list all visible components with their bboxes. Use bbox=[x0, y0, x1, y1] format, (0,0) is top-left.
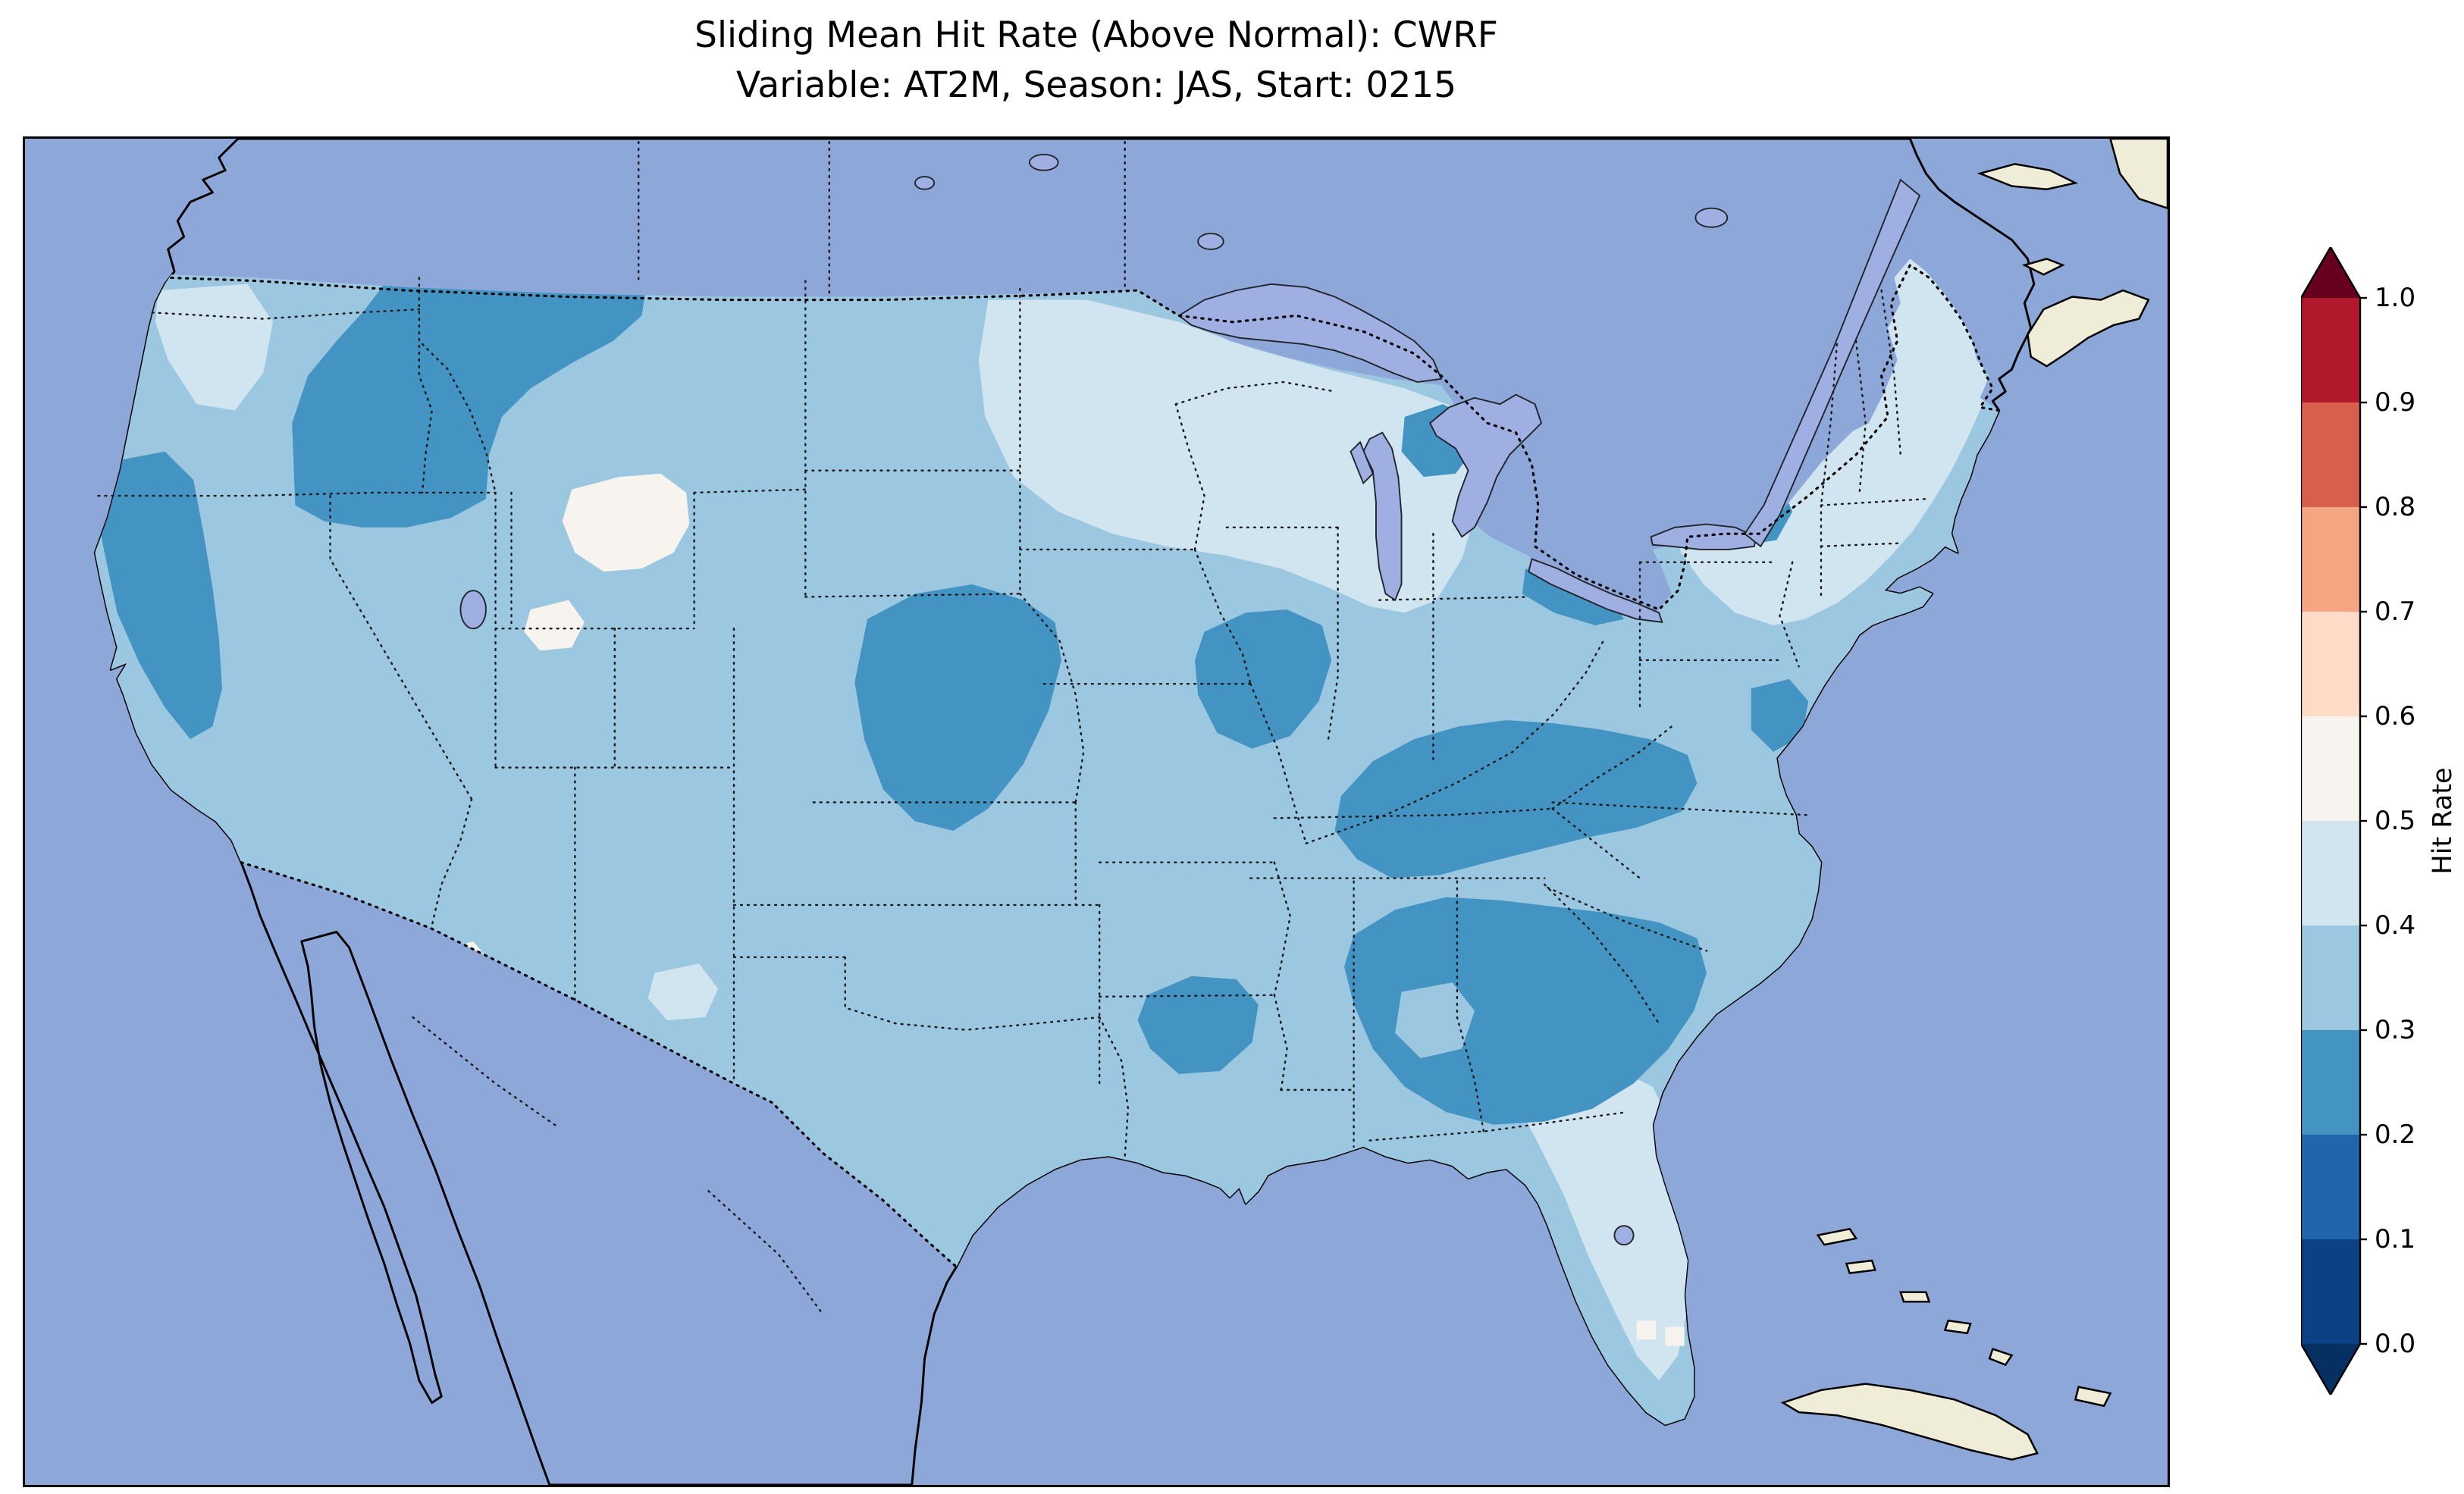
lake-ontario bbox=[1650, 523, 1757, 550]
colorbar-tick-0.5: 0.5 bbox=[2375, 806, 2416, 836]
colorbar-tick-0.6: 0.6 bbox=[2375, 701, 2416, 731]
anticosti-island bbox=[1977, 163, 2079, 190]
bahamas-island-2 bbox=[1845, 1259, 1876, 1275]
nova-scotia bbox=[2027, 289, 2150, 368]
hitrate-patch-central-plains bbox=[854, 584, 1061, 832]
newfoundland-corner bbox=[2109, 139, 2168, 210]
green-bay bbox=[1350, 440, 1374, 485]
hitrate-patch-florida bbox=[1513, 1061, 1688, 1381]
bahamas-island-5 bbox=[1988, 1348, 2014, 1367]
hitrate-hole-southeast-base bbox=[1395, 982, 1475, 1059]
colorbar-tick-0.8: 0.8 bbox=[2375, 492, 2416, 522]
colorbar-segment-0.7-0.8 bbox=[2301, 507, 2360, 612]
colorbar-ticks bbox=[2360, 296, 2367, 1345]
colorbar-segment-0.2-0.3 bbox=[2301, 1030, 2360, 1135]
colorbar-tick-0.0: 0.0 bbox=[2375, 1329, 2416, 1359]
us-canada-border bbox=[170, 263, 2001, 612]
colorbar-segment-0.1-0.2 bbox=[2301, 1135, 2360, 1239]
hitrate-patch-pnw-rockies bbox=[292, 258, 648, 528]
colorbar-tick-0.9: 0.9 bbox=[2375, 387, 2416, 418]
colorbar-segment-0.5-0.6 bbox=[2301, 716, 2360, 821]
hitrate-patch-california-coast bbox=[95, 451, 222, 740]
hitrate-patch-coastal-washington bbox=[155, 283, 274, 411]
canada-lake-3 bbox=[1694, 207, 1729, 228]
hitrate-patch-southwest-wyoming bbox=[524, 600, 585, 651]
bahamas-island-1 bbox=[1816, 1227, 1858, 1246]
colorbar-segment-0.4-0.5 bbox=[2301, 821, 2360, 926]
bahamas-island-3 bbox=[1899, 1291, 1931, 1303]
colorbar-tick-0.1: 0.1 bbox=[2375, 1224, 2416, 1254]
hitrate-patch-chesapeake bbox=[1751, 678, 1809, 752]
hitrate-patch-kentucky-tennessee bbox=[1334, 720, 1698, 879]
colorbar-segment-0.9-1.0 bbox=[2301, 298, 2360, 402]
colorbar-svg bbox=[2301, 247, 2367, 1395]
colorbar-segment-0.6-0.7 bbox=[2301, 612, 2360, 716]
lake-okeechobee bbox=[1613, 1225, 1635, 1246]
map-axes bbox=[23, 136, 2170, 1487]
colorbar-segment-0.3-0.4 bbox=[2301, 926, 2360, 1030]
colorbar-tick-0.2: 0.2 bbox=[2375, 1120, 2416, 1150]
hitrate-patch-missouri-illinois bbox=[1194, 609, 1332, 749]
canada-lake-4 bbox=[914, 176, 936, 190]
colorbar-tick-0.4: 0.4 bbox=[2375, 910, 2416, 941]
st-lawrence-river bbox=[1744, 178, 1921, 548]
lake-huron bbox=[1429, 393, 1543, 538]
lake-erie bbox=[1528, 558, 1663, 623]
hitrate-cell-florida-tip-1 bbox=[1636, 1320, 1656, 1340]
hitrate-patch-wyoming bbox=[562, 473, 690, 572]
colorbar-segment-0.0-0.1 bbox=[2301, 1239, 2360, 1344]
colorbar-extend-over bbox=[2301, 247, 2360, 298]
us-hit-rate-map bbox=[25, 139, 2168, 1485]
islands bbox=[1780, 139, 2168, 1461]
state-borders bbox=[97, 140, 1927, 1316]
bahamas-island-4 bbox=[1943, 1319, 1972, 1335]
prince-edward-island bbox=[2021, 258, 2065, 276]
hitrate-cell-florida-tip-2 bbox=[1665, 1326, 1685, 1346]
canada-lake-2 bbox=[1197, 233, 1224, 250]
colorbar-tick-0.7: 0.7 bbox=[2375, 597, 2416, 627]
great-salt-lake bbox=[459, 590, 487, 630]
colorbar-axis-label: Hit Rate bbox=[2428, 767, 2458, 875]
cuba bbox=[1780, 1383, 2039, 1461]
hispaniola-edge bbox=[2074, 1386, 2112, 1408]
hitrate-patch-louisiana bbox=[1137, 976, 1259, 1075]
colorbar-segment-0.8-0.9 bbox=[2301, 402, 2360, 507]
colorbar-tick-1.0: 1.0 bbox=[2375, 283, 2416, 313]
figure-subtitle: Variable: AT2M, Season: JAS, Start: 0215 bbox=[735, 64, 1457, 106]
colorbar bbox=[2301, 247, 2369, 1395]
hitrate-patch-upper-midwest bbox=[978, 299, 1481, 613]
hitrate-patch-west-texas bbox=[647, 963, 719, 1021]
canada-lake-1 bbox=[1029, 153, 1059, 171]
lake-superior bbox=[1177, 283, 1443, 383]
figure-title: Sliding Mean Hit Rate (Above Normal): CW… bbox=[694, 14, 1498, 56]
us-mexico-border bbox=[240, 861, 958, 1268]
colorbar-extend-under bbox=[2301, 1344, 2360, 1395]
colorbar-tick-0.3: 0.3 bbox=[2375, 1015, 2416, 1045]
lakes bbox=[459, 153, 1921, 1246]
hitrate-patch-southeast bbox=[1344, 897, 1707, 1125]
